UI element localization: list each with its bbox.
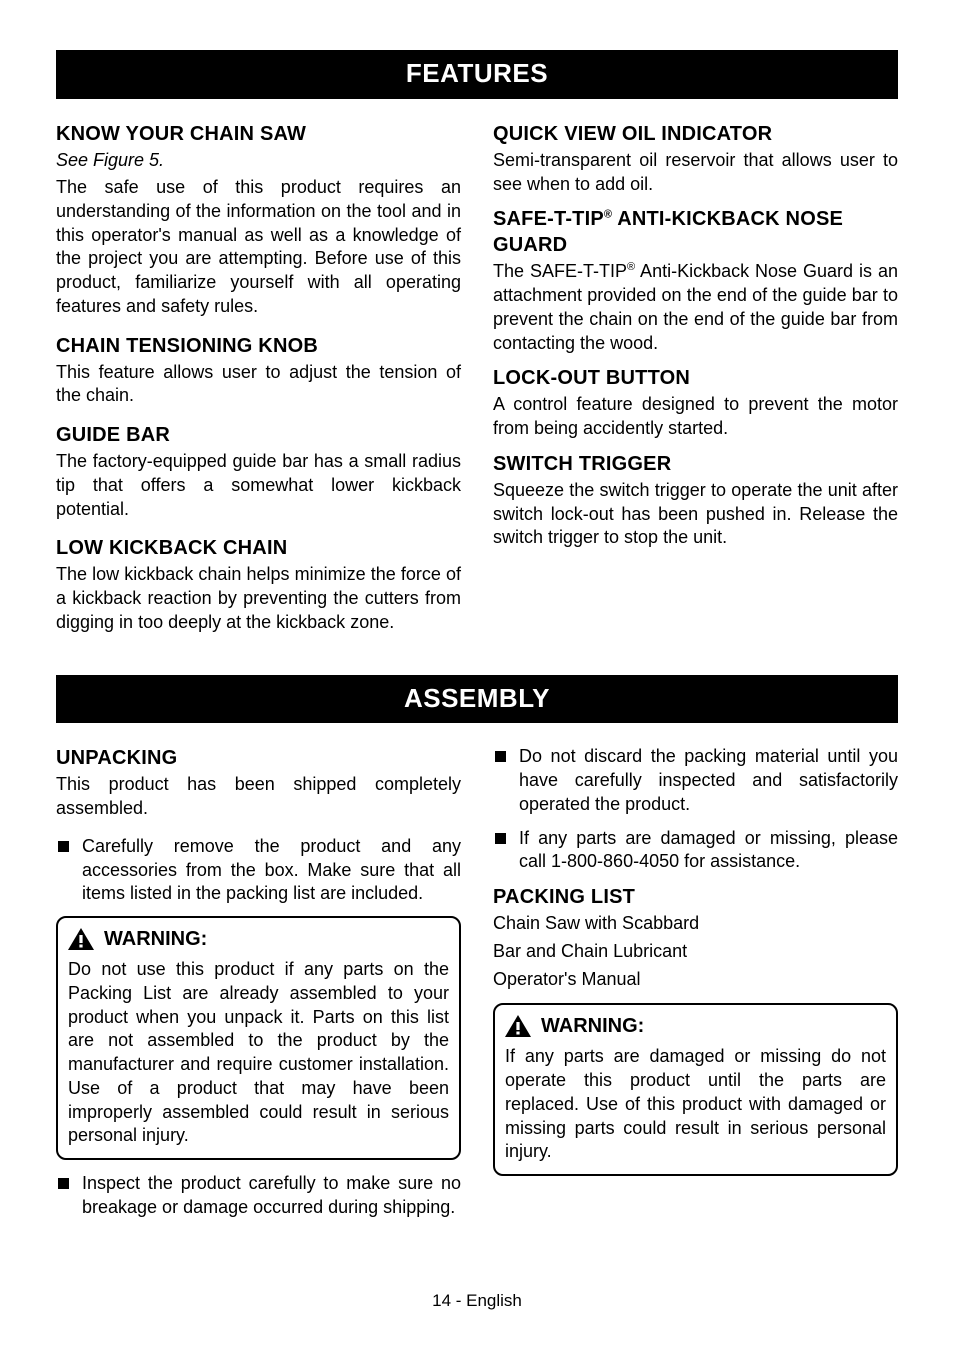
trigger-section: SWITCH TRIGGER Squeeze the switch trigge… — [493, 451, 898, 550]
guide-title: GUIDE BAR — [56, 422, 461, 448]
guide-bar-section: GUIDE BAR The factory-equipped guide bar… — [56, 422, 461, 521]
lowkick-title: LOW KICKBACK CHAIN — [56, 535, 461, 561]
safe-t-tip-section: SAFE-T-TIP® ANTI-KICKBACK NOSE GUARD The… — [493, 206, 898, 355]
unpacking-section: UNPACKING This product has been shipped … — [56, 745, 461, 906]
list-item: If any parts are damaged or missing, ple… — [493, 827, 898, 875]
safet-body: The SAFE-T-TIP® Anti-Kickback Nose Guard… — [493, 260, 898, 355]
safet-title-pre: SAFE-T-TIP — [493, 208, 604, 230]
know-your-chainsaw-section: KNOW YOUR CHAIN SAW See Figure 5. The sa… — [56, 121, 461, 319]
trigger-body: Squeeze the switch trigger to operate th… — [493, 479, 898, 550]
assembly-banner: ASSEMBLY — [56, 675, 898, 724]
lowkick-body: The low kickback chain helps minimize th… — [56, 563, 461, 634]
safet-title-sup: ® — [604, 209, 612, 221]
features-right-col: QUICK VIEW OIL INDICATOR Semi-transparen… — [493, 121, 898, 649]
warning-body-1: Do not use this product if any parts on … — [68, 958, 449, 1148]
assembly-row: UNPACKING This product has been shipped … — [56, 745, 898, 1229]
warning-label-2: WARNING: — [541, 1013, 644, 1039]
warning-box-1: WARNING: Do not use this product if any … — [56, 916, 461, 1160]
trigger-title: SWITCH TRIGGER — [493, 451, 898, 477]
unpacking-title: UNPACKING — [56, 745, 461, 771]
warning-label-1: WARNING: — [104, 926, 207, 952]
warning-title-1: WARNING: — [68, 926, 449, 952]
oil-indicator-section: QUICK VIEW OIL INDICATOR Semi-transparen… — [493, 121, 898, 197]
warning-title-2: WARNING: — [505, 1013, 886, 1039]
warning-icon — [68, 928, 94, 950]
features-banner: FEATURES — [56, 50, 898, 99]
list-item: Carefully remove the product and any acc… — [56, 835, 461, 906]
know-body: The safe use of this product requires an… — [56, 176, 461, 319]
safet-body-pre: The SAFE-T-TIP — [493, 261, 627, 281]
tension-title: CHAIN TENSIONING KNOB — [56, 333, 461, 359]
tension-body: This feature allows user to adjust the t… — [56, 361, 461, 409]
warning-body-2: If any parts are damaged or missing do n… — [505, 1045, 886, 1164]
lockout-section: LOCK-OUT BUTTON A control feature design… — [493, 365, 898, 441]
guide-body: The factory-equipped guide bar has a sma… — [56, 450, 461, 521]
low-kickback-section: LOW KICKBACK CHAIN The low kickback chai… — [56, 535, 461, 634]
warning-box-2: WARNING: If any parts are damaged or mis… — [493, 1003, 898, 1176]
list-item: Inspect the product carefully to make su… — [56, 1172, 461, 1220]
know-title: KNOW YOUR CHAIN SAW — [56, 121, 461, 147]
lockout-body: A control feature designed to prevent th… — [493, 393, 898, 441]
packing-title: PACKING LIST — [493, 884, 898, 910]
packing-list-section: PACKING LIST Chain Saw with Scabbard Bar… — [493, 884, 898, 991]
page-footer: 14 - English — [56, 1290, 898, 1312]
unpacking-list-1: Carefully remove the product and any acc… — [56, 835, 461, 906]
see-figure: See Figure 5. — [56, 149, 461, 172]
packing-item-1: Chain Saw with Scabbard — [493, 912, 898, 936]
assembly-right-col: Do not discard the packing material unti… — [493, 745, 898, 1229]
oil-body: Semi-transparent oil reservoir that allo… — [493, 149, 898, 197]
tension-section: CHAIN TENSIONING KNOB This feature allow… — [56, 333, 461, 409]
list-item: Do not discard the packing material unti… — [493, 745, 898, 816]
assembly-left-col: UNPACKING This product has been shipped … — [56, 745, 461, 1229]
lockout-title: LOCK-OUT BUTTON — [493, 365, 898, 391]
features-row: KNOW YOUR CHAIN SAW See Figure 5. The sa… — [56, 121, 898, 649]
safet-title: SAFE-T-TIP® ANTI-KICKBACK NOSE GUARD — [493, 206, 898, 258]
packing-item-3: Operator's Manual — [493, 968, 898, 992]
unpacking-list-3: Do not discard the packing material unti… — [493, 745, 898, 874]
safet-body-sup: ® — [627, 261, 635, 273]
unpacking-list-2: Inspect the product carefully to make su… — [56, 1172, 461, 1220]
features-left-col: KNOW YOUR CHAIN SAW See Figure 5. The sa… — [56, 121, 461, 649]
unpacking-body: This product has been shipped completely… — [56, 773, 461, 821]
oil-title: QUICK VIEW OIL INDICATOR — [493, 121, 898, 147]
warning-icon — [505, 1015, 531, 1037]
packing-item-2: Bar and Chain Lubricant — [493, 940, 898, 964]
